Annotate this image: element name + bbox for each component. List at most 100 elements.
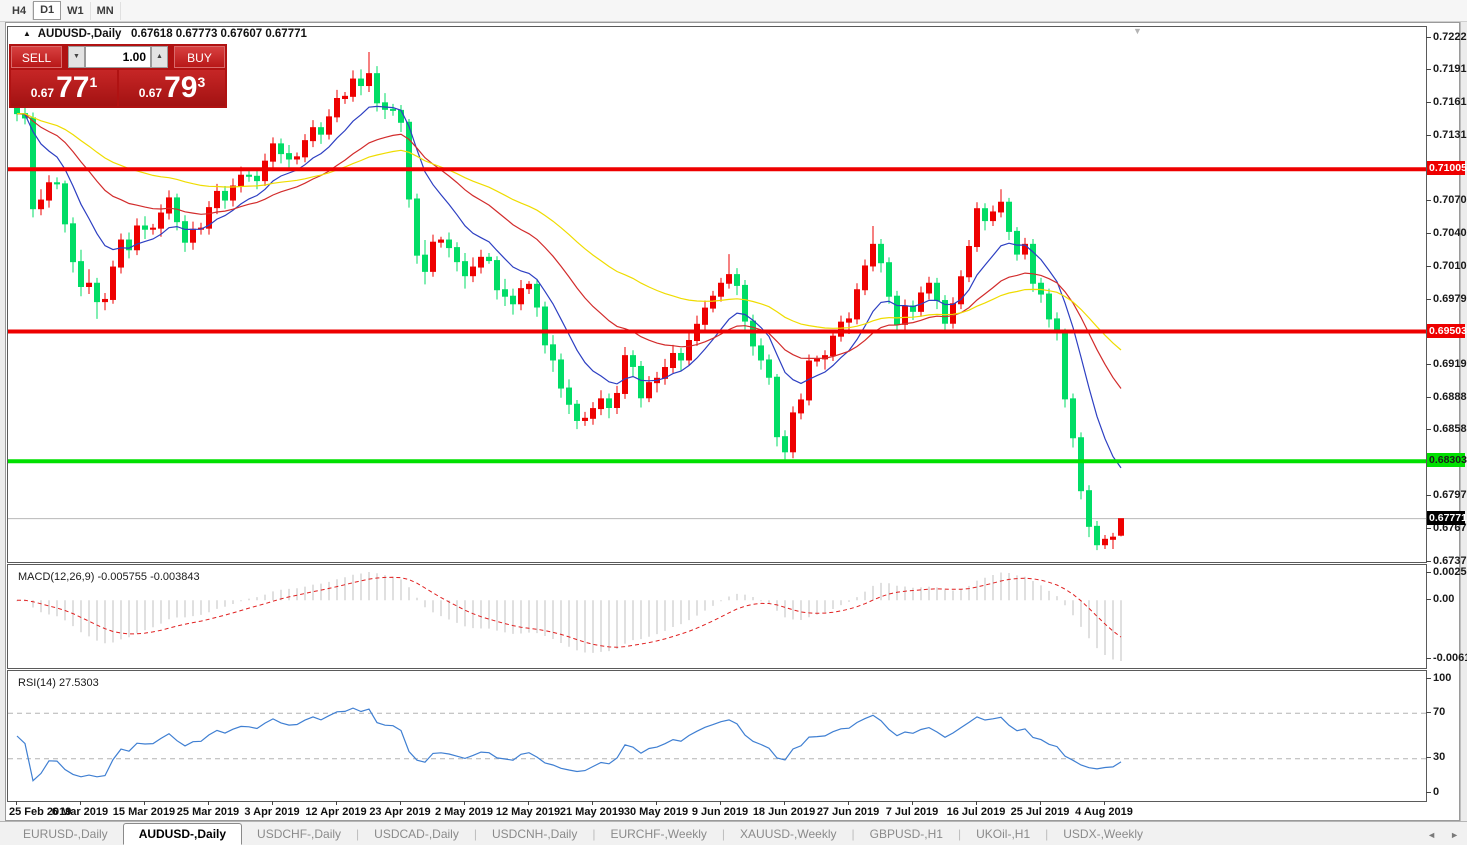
tab-scroll-left-button[interactable]: ◄ [1427, 830, 1437, 840]
price-axis-label: 0.69795 [1433, 292, 1467, 305]
date-label: 2 May 2019 [434, 806, 494, 818]
date-label: 21 May 2019 [559, 806, 625, 818]
date-tick [784, 801, 785, 805]
tab-usdx-weekly[interactable]: USDX-,Weekly [1063, 827, 1144, 841]
tab-xauusd-weekly[interactable]: XAUUSD-,Weekly [740, 827, 837, 841]
tab-usdcad-daily[interactable]: USDCAD-,Daily [374, 827, 459, 841]
date-label: 27 Jun 2019 [816, 806, 880, 818]
date-tick [400, 801, 401, 805]
volume-increase-button[interactable]: ▲ [151, 46, 168, 68]
timeframe-d1-button[interactable]: D1 [33, 1, 62, 20]
date-label: 18 Jun 2019 [752, 806, 816, 818]
date-axis: 25 Feb 2019 6 Mar 2019 15 Mar 2019 25 Mar 2… [7, 801, 1426, 821]
window-right-edge [1460, 22, 1467, 821]
date-tick [528, 801, 529, 805]
date-tick [848, 801, 849, 805]
sell-button[interactable]: SELL [11, 46, 62, 68]
tab-ukoil-h1[interactable]: UKOil-,H1 [976, 827, 1031, 841]
macd-tick [1426, 572, 1431, 573]
date-label: 9 Jun 2019 [691, 806, 749, 818]
price-tick [1426, 233, 1431, 235]
price-tick [1426, 363, 1431, 365]
tab-usdchf-daily[interactable]: USDCHF-,Daily [257, 827, 342, 841]
macd-tick [1426, 658, 1431, 659]
chart-window[interactable]: ▲ AUDUSD-,Daily 0.67618 0.67773 0.67607 … [5, 22, 1467, 821]
price-axis-label: 0.71915 [1433, 63, 1467, 76]
timeframe-mn-button[interactable]: MN [91, 1, 121, 20]
tab-scroll-right-button[interactable]: ► [1450, 830, 1459, 840]
rsi-indicator-label: RSI(14) 27.5303 [18, 677, 99, 689]
date-label: 3 Apr 2019 [244, 806, 300, 818]
date-tick [208, 801, 209, 805]
tab-usdcnh-daily[interactable]: USDCNH-,Daily [491, 827, 578, 841]
current-price-tag: 0.67771 [1427, 510, 1467, 525]
volume-decrease-button[interactable]: ▼ [68, 46, 85, 68]
tab-eurchf-weekly[interactable]: EURCHF-,Weekly [610, 827, 707, 841]
rsi-tick [1426, 757, 1431, 759]
collapse-triangle-icon[interactable]: ▲ [23, 29, 31, 38]
buy-price-display[interactable]: 0.67 79 3 [119, 70, 225, 106]
macd-axis-label: 0.00 [1433, 592, 1455, 605]
macd-signal-line [16, 576, 1122, 648]
volume-input[interactable] [85, 46, 151, 68]
price-axis-label: 0.68585 [1433, 423, 1467, 436]
macd-indicator-label: MACD(12,26,9) -0.005755 -0.003843 [18, 571, 200, 583]
rsi-axis-label: 30 [1433, 751, 1446, 764]
date-tick [1104, 801, 1105, 805]
price-axis-label: 0.70705 [1433, 194, 1467, 207]
main-chart-pane[interactable] [7, 26, 1427, 563]
date-label: 12 May 2019 [495, 806, 561, 818]
price-tick [1426, 36, 1431, 38]
tab-gbpusd-h1[interactable]: GBPUSD-,H1 [869, 827, 943, 841]
date-label: 30 May 2019 [623, 806, 689, 818]
rsi-tick [1426, 791, 1431, 793]
moving-average-25 [16, 113, 1122, 389]
date-label: 12 Apr 2019 [305, 806, 367, 818]
moving-average-10 [16, 105, 1122, 469]
rsi-tick [1426, 711, 1431, 713]
macd-tick [1426, 598, 1431, 600]
timeframe-h4-button[interactable]: H4 [6, 1, 34, 20]
tab-separator: | [721, 827, 726, 841]
rsi-axis-label: 100 [1433, 671, 1452, 684]
sell-price-display[interactable]: 0.67 77 1 [11, 70, 117, 106]
date-tick [912, 801, 913, 805]
date-tick [336, 801, 337, 805]
timeframe-w1-button[interactable]: W1 [61, 1, 91, 20]
date-label: 25 Mar 2019 [176, 806, 240, 818]
rsi-pane[interactable] [7, 670, 1427, 802]
buy-button[interactable]: BUY [174, 46, 225, 68]
price-tick [1426, 495, 1431, 497]
date-label: 25 Jul 2019 [1010, 806, 1070, 818]
price-tick [1426, 429, 1431, 431]
tab-separator: | [1045, 827, 1049, 841]
price-axis-label: 0.68885 [1433, 390, 1467, 403]
price-tag-0.68303: 0.68303 [1427, 453, 1467, 468]
one-click-trade-panel: SELL ▼ ▲ BUY 0.67 77 1 0.67 79 3 [9, 44, 227, 108]
price-tick [1426, 265, 1431, 267]
price-tick [1426, 200, 1431, 202]
tab-eurusd-daily[interactable]: EURUSD-,Daily [23, 827, 108, 841]
macd-axis-label: 0.002566 [1433, 566, 1467, 578]
date-tick [976, 801, 977, 805]
price-tick [1426, 134, 1431, 136]
date-label: 25 Feb 2019 [9, 806, 72, 818]
price-tick [1426, 69, 1431, 71]
macd-pane[interactable] [7, 564, 1427, 669]
date-tick [16, 801, 17, 805]
tab-audusd-daily[interactable]: AUDUSD-,Daily [122, 823, 243, 845]
candles [14, 52, 1124, 551]
price-tick [1426, 396, 1431, 398]
rsi-axis-label: 0 [1433, 785, 1440, 798]
chart-shift-marker-icon[interactable]: ▼ [1133, 26, 1142, 36]
chart-title: ▲ AUDUSD-,Daily 0.67618 0.67773 0.67607 … [23, 28, 307, 40]
tab-scroll-buttons: ◄ ► [1427, 830, 1459, 840]
tab-separator: | [957, 827, 962, 841]
date-tick [656, 801, 657, 805]
